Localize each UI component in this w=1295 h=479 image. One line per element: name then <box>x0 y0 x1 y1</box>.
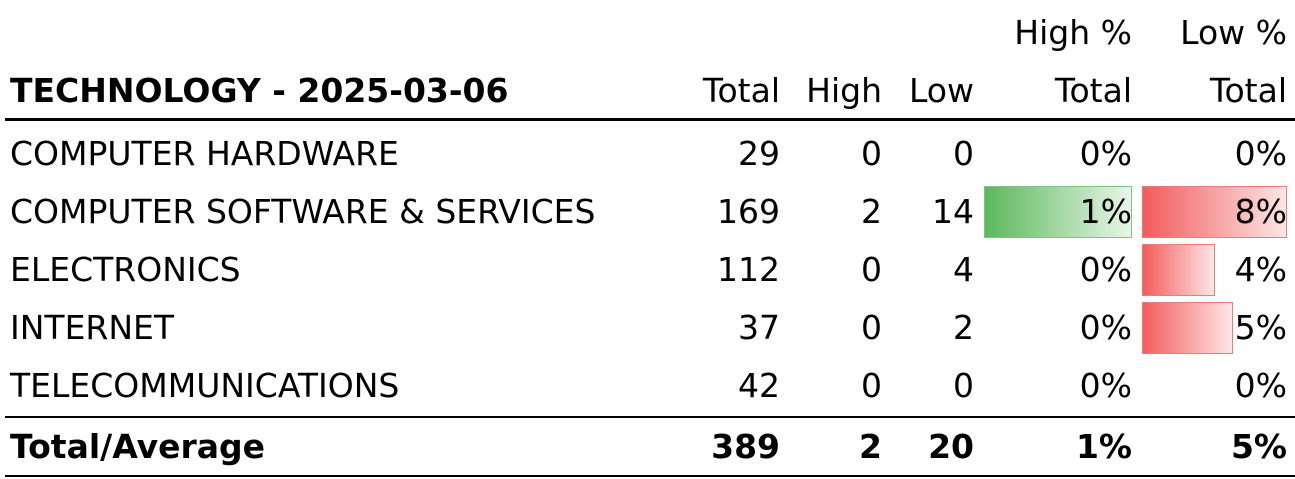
total-cell: 2 <box>859 427 882 466</box>
data-bar <box>984 186 1132 238</box>
cell: 0% <box>1079 308 1132 347</box>
cell: 29 <box>738 134 780 173</box>
cell: 5% <box>1234 308 1287 347</box>
cell: 0 <box>953 134 974 173</box>
cell: 2 <box>953 308 974 347</box>
row-label: ELECTRONICS <box>10 250 241 289</box>
bottom-rule <box>5 475 1295 477</box>
cell: 0 <box>861 250 882 289</box>
total-cell: 389 <box>711 427 780 466</box>
data-bar <box>1142 302 1233 354</box>
cell: 14 <box>932 192 974 231</box>
cell: 0 <box>861 308 882 347</box>
header-label: High <box>806 71 882 110</box>
cell: 169 <box>717 192 780 231</box>
cell: 1% <box>1079 192 1132 231</box>
cell: 0% <box>1234 134 1287 173</box>
total-cell: 20 <box>928 427 974 466</box>
header-label: Total <box>1209 71 1287 110</box>
total-label: Total/Average <box>10 427 266 466</box>
header-label: Total <box>1054 71 1132 110</box>
header-label: Low <box>909 71 974 110</box>
total-cell: 1% <box>1075 427 1132 466</box>
cell: 8% <box>1234 192 1287 231</box>
header-label: Total <box>702 71 780 110</box>
cell: 0 <box>861 366 882 405</box>
cell: 112 <box>717 250 780 289</box>
cell: 0% <box>1234 366 1287 405</box>
table-title: TECHNOLOGY - 2025-03-06 <box>10 71 509 110</box>
cell: 42 <box>738 366 780 405</box>
header-rule <box>5 118 1295 121</box>
cell: 0% <box>1079 366 1132 405</box>
cell: 4 <box>953 250 974 289</box>
row-label: COMPUTER HARDWARE <box>10 134 399 173</box>
data-bar <box>1142 244 1215 296</box>
row-label: TELECOMMUNICATIONS <box>10 366 400 405</box>
header-label: High % <box>1014 13 1132 52</box>
cell: 4% <box>1234 250 1287 289</box>
data-bar <box>1142 186 1287 238</box>
cell: 0% <box>1079 250 1132 289</box>
header-label: Low % <box>1180 13 1287 52</box>
cell: 37 <box>738 308 780 347</box>
cell: 2 <box>861 192 882 231</box>
total-rule <box>5 416 1295 418</box>
row-label: COMPUTER SOFTWARE & SERVICES <box>10 192 596 231</box>
cell: 0 <box>861 134 882 173</box>
total-cell: 5% <box>1230 427 1287 466</box>
row-label: INTERNET <box>10 308 175 347</box>
cell: 0% <box>1079 134 1132 173</box>
cell: 0 <box>953 366 974 405</box>
